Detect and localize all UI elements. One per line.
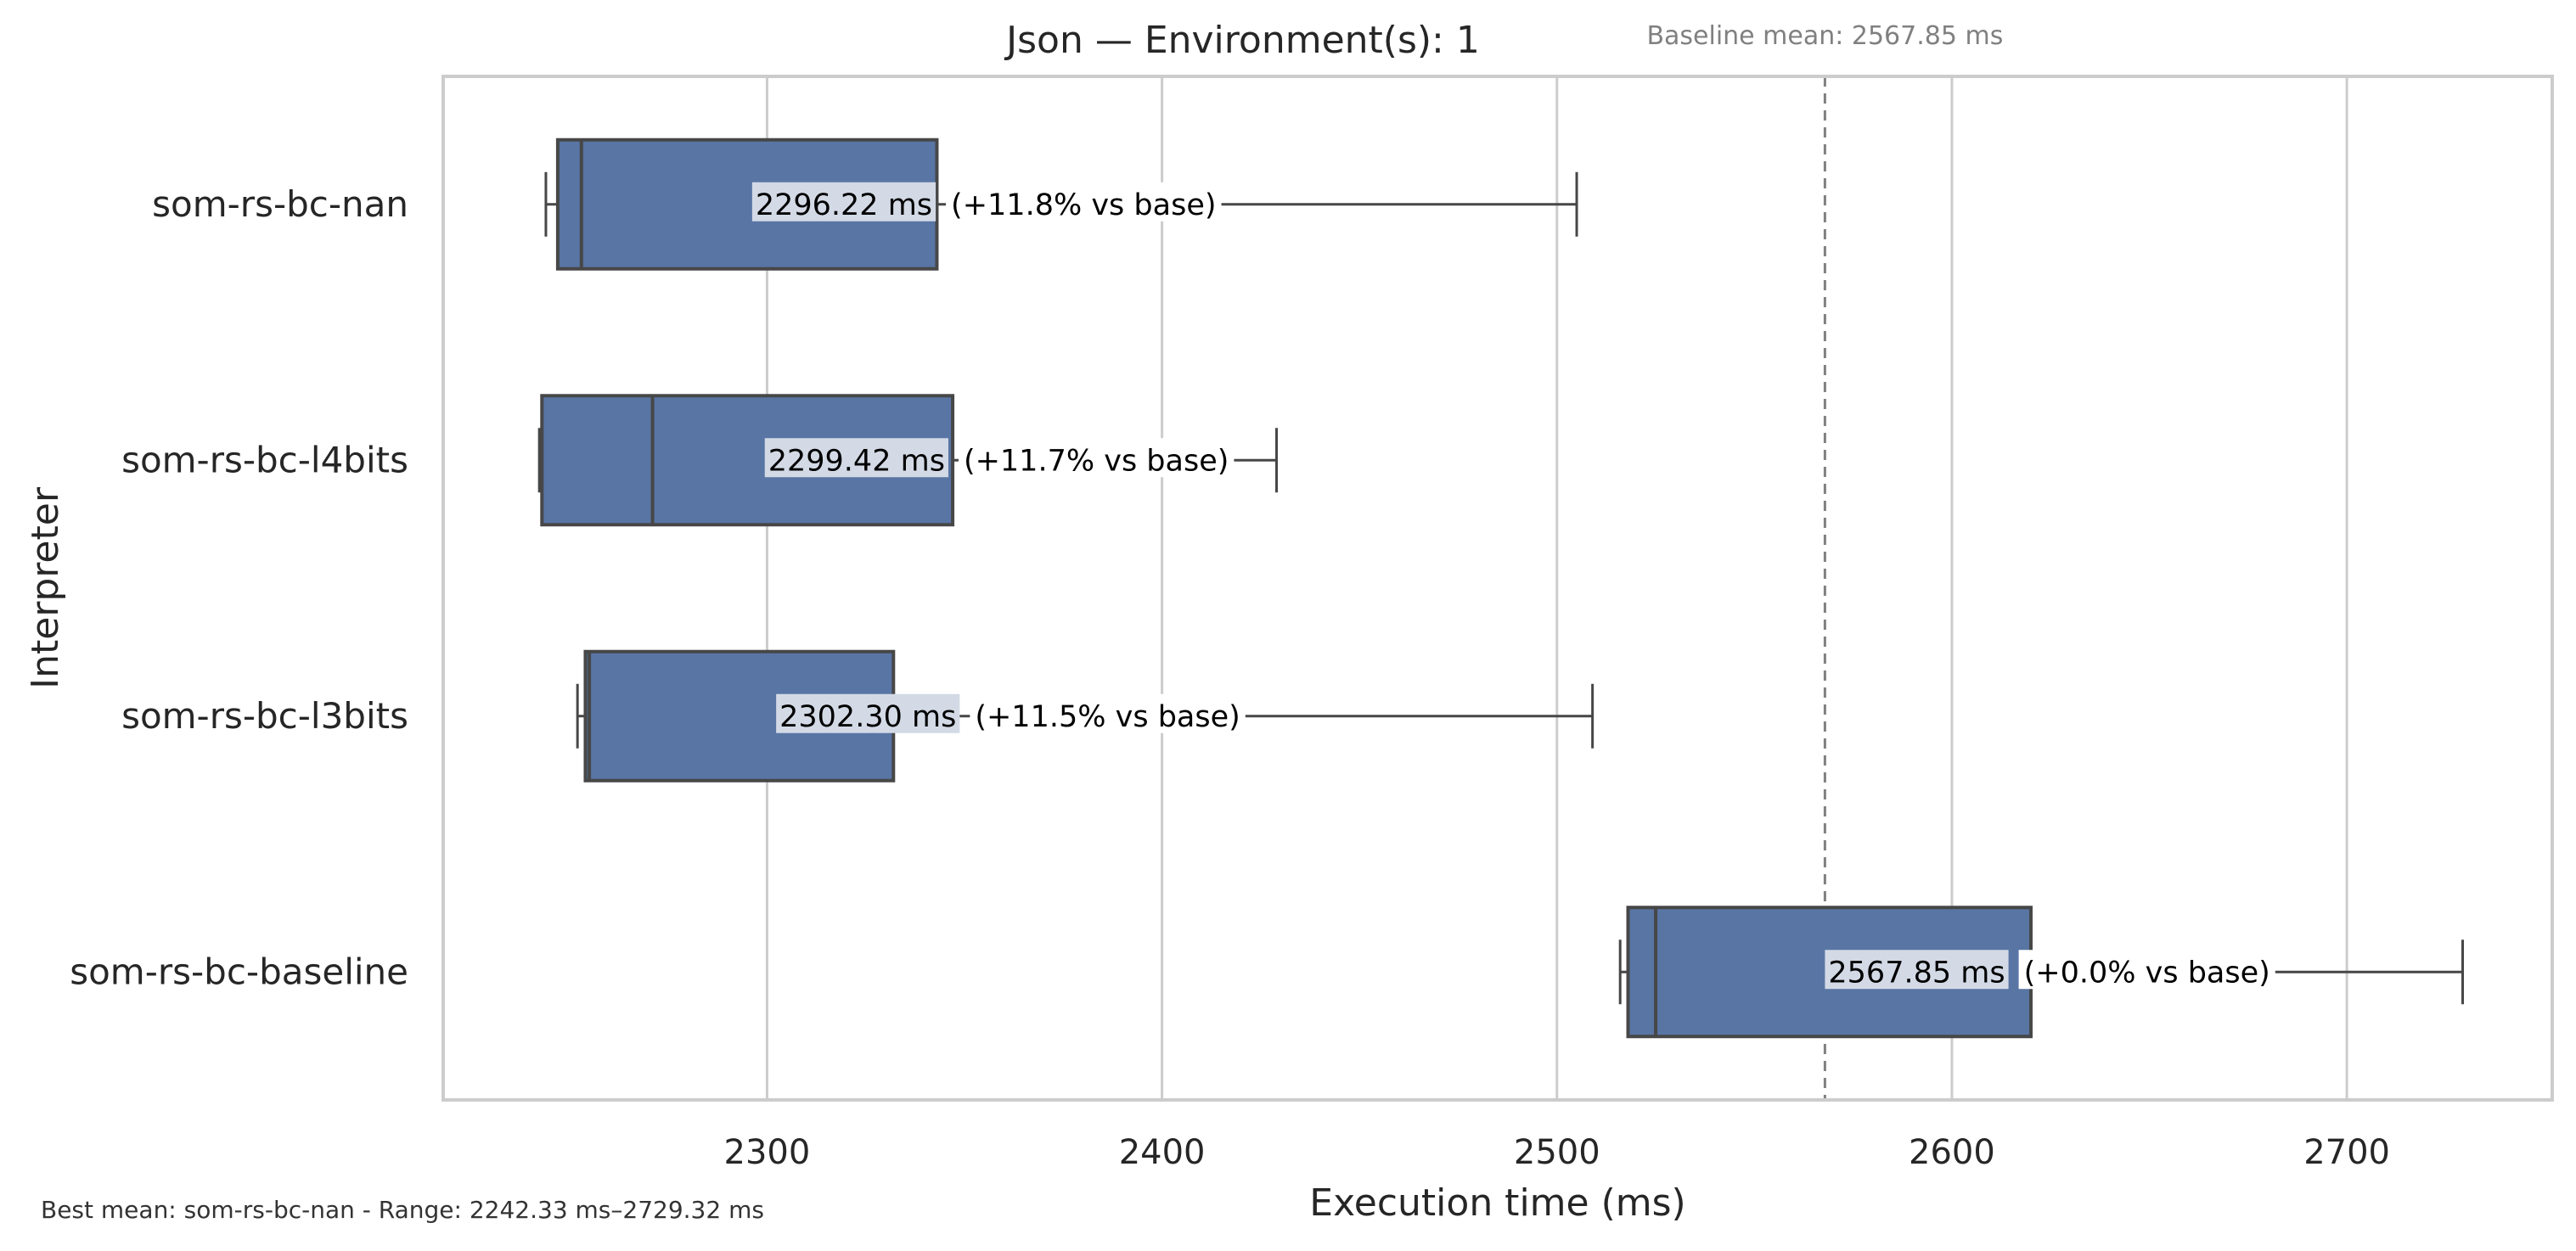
box-group: 2296.22 ms (+11.8% vs base) 2299.42 ms (+11…: [537, 137, 2464, 1039]
x-axis-label: Execution time (ms): [1309, 1181, 1685, 1225]
delta-label-som-rs-bc-baseline: (+0.0% vs base): [2024, 956, 2270, 990]
plot-frame: [442, 75, 2554, 1102]
y-tick-label-som-rs-bc-baseline: som-rs-bc-baseline: [70, 951, 408, 992]
y-tick-label-som-rs-bc-l4bits: som-rs-bc-l4bits: [121, 439, 408, 480]
box-som-rs-bc-l4bits: 2299.42 ms (+11.7% vs base): [537, 394, 1279, 527]
mean-label-bg-som-rs-bc-nan: [751, 182, 936, 222]
mean-label-bg-som-rs-bc-l4bits: [764, 438, 948, 478]
box-som-rs-bc-l3bits: 2302.30 ms (+11.5% vs base): [576, 649, 1595, 783]
footer-note: Best mean: som-rs-bc-nan - Range: 2242.3…: [41, 1196, 764, 1224]
mean-label-som-rs-bc-l3bits: 2302.30 ms: [779, 700, 956, 734]
delta-label-som-rs-bc-nan: (+11.8% vs base): [951, 188, 1216, 222]
box-som-rs-bc-baseline: 2567.85 ms (+0.0% vs base): [1618, 906, 2464, 1039]
mean-label-som-rs-bc-nan: 2296.22 ms: [756, 188, 932, 222]
mean-label-som-rs-bc-l4bits: 2299.42 ms: [768, 444, 945, 478]
delta-label-bg-som-rs-bc-l4bits: [958, 438, 1235, 478]
x-tick-label-2700: 2700: [2303, 1133, 2390, 1172]
mean-label-bg-som-rs-bc-baseline: [1825, 950, 2009, 990]
x-tick-labels: 2300 2400 2500 2600 2700: [724, 1133, 2390, 1172]
x-tick-label-2500: 2500: [1514, 1133, 1600, 1172]
box-som-rs-bc-nan: 2296.22 ms (+11.8% vs base): [544, 137, 1578, 271]
y-tick-label-som-rs-bc-l3bits: som-rs-bc-l3bits: [121, 695, 408, 737]
delta-label-som-rs-bc-l3bits: (+11.5% vs base): [975, 700, 1240, 734]
delta-label-bg-som-rs-bc-baseline: [2018, 950, 2275, 990]
delta-label-som-rs-bc-l4bits: (+11.7% vs base): [964, 444, 1229, 478]
y-axis-label: Interpreter: [24, 486, 67, 689]
y-tick-label-som-rs-bc-nan: som-rs-bc-nan: [152, 183, 408, 225]
delta-label-bg-som-rs-bc-nan: [946, 182, 1222, 222]
x-tick-label-2300: 2300: [724, 1133, 811, 1172]
baseline-mean-label: Baseline mean: 2567.85 ms: [1646, 21, 2003, 51]
y-tick-labels: som-rs-bc-nan som-rs-bc-l4bits som-rs-bc-l…: [70, 183, 408, 993]
mean-label-bg-som-rs-bc-l3bits: [776, 693, 960, 733]
mean-label-som-rs-bc-baseline: 2567.85 ms: [1828, 956, 2005, 990]
x-tick-label-2400: 2400: [1119, 1133, 1206, 1172]
x-tick-label-2600: 2600: [1909, 1133, 1995, 1172]
chart-title: Json — Environment(s): 1: [1004, 19, 1480, 62]
delta-label-bg-som-rs-bc-l3bits: [970, 693, 1246, 733]
